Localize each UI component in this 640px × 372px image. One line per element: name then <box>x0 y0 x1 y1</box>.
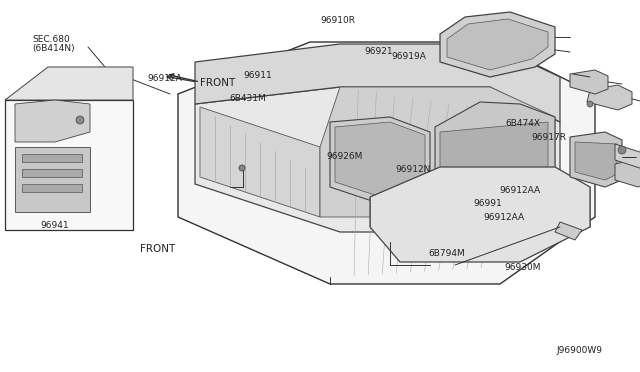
Text: 96912AA: 96912AA <box>483 213 524 222</box>
Polygon shape <box>575 142 617 180</box>
Bar <box>22 184 82 192</box>
Text: 6B474X: 6B474X <box>506 119 541 128</box>
Polygon shape <box>570 132 622 187</box>
Polygon shape <box>15 100 90 142</box>
Text: FRONT: FRONT <box>200 78 236 88</box>
Text: 96941: 96941 <box>40 221 68 230</box>
Text: 96912AA: 96912AA <box>499 186 540 195</box>
Circle shape <box>587 101 593 107</box>
Text: 96912A: 96912A <box>147 74 182 83</box>
Text: 96910R: 96910R <box>321 16 355 25</box>
Bar <box>22 154 82 162</box>
Polygon shape <box>615 144 640 172</box>
Text: 96917R: 96917R <box>531 133 566 142</box>
Polygon shape <box>195 44 560 122</box>
Polygon shape <box>335 122 425 200</box>
Polygon shape <box>440 12 555 77</box>
Polygon shape <box>435 102 555 204</box>
Text: (6B414N): (6B414N) <box>32 44 75 53</box>
Polygon shape <box>447 19 548 70</box>
Text: 96930M: 96930M <box>504 263 541 272</box>
Polygon shape <box>195 87 560 232</box>
Text: 96921: 96921 <box>365 47 394 56</box>
Text: 96991: 96991 <box>474 199 502 208</box>
Polygon shape <box>615 159 640 187</box>
Text: FRONT: FRONT <box>140 244 175 254</box>
Polygon shape <box>587 85 632 110</box>
Text: 96926M: 96926M <box>326 153 363 161</box>
Polygon shape <box>570 70 608 94</box>
Circle shape <box>76 116 84 124</box>
Text: 96911: 96911 <box>243 71 272 80</box>
Text: 96919A: 96919A <box>392 52 426 61</box>
Text: SEC.680: SEC.680 <box>32 35 70 44</box>
Polygon shape <box>320 87 555 217</box>
Polygon shape <box>200 107 320 217</box>
Text: J96900W9: J96900W9 <box>557 346 603 355</box>
Circle shape <box>239 165 245 171</box>
Polygon shape <box>440 122 548 196</box>
Polygon shape <box>15 147 90 212</box>
Polygon shape <box>178 42 595 284</box>
Polygon shape <box>370 167 590 262</box>
Polygon shape <box>330 117 430 207</box>
Circle shape <box>618 146 626 154</box>
Polygon shape <box>5 67 133 100</box>
Text: 96912N: 96912N <box>396 165 431 174</box>
Bar <box>22 169 82 177</box>
Polygon shape <box>555 222 582 240</box>
Text: 6B794M: 6B794M <box>429 249 465 258</box>
Text: 6B431M: 6B431M <box>229 94 266 103</box>
Bar <box>5 100 133 230</box>
